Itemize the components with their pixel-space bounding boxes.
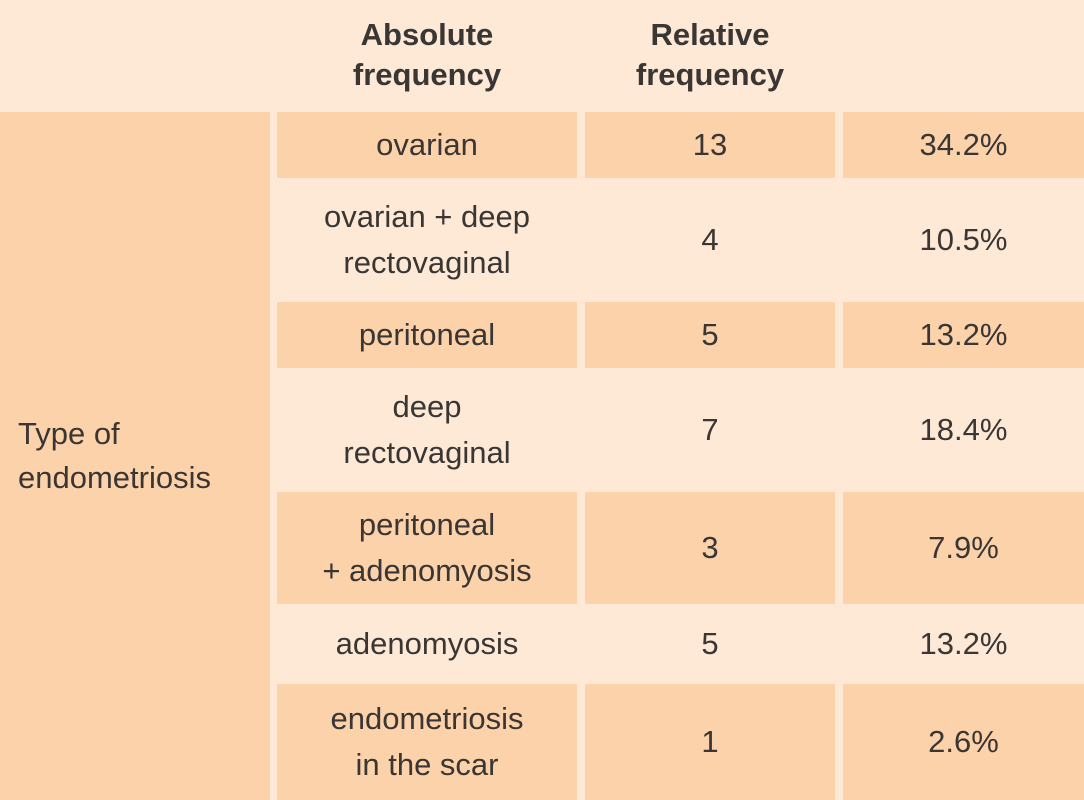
- type-cell-endometriosis-in-scar: endometriosis in the scar: [277, 684, 577, 800]
- absolute-cell: 4: [585, 178, 835, 302]
- type-cell-peritoneal: peritoneal: [277, 302, 577, 368]
- type-label: peritoneal: [358, 317, 496, 352]
- relative-value: 2.6%: [928, 724, 999, 759]
- type-cell-ovarian: ovarian: [277, 112, 577, 178]
- absolute-cell: 3: [585, 492, 835, 604]
- header-absolute-frequency: Absolute frequency: [277, 8, 577, 102]
- absolute-cell: 7: [585, 368, 835, 492]
- type-label-line2: rectovaginal: [343, 245, 511, 280]
- absolute-value: 1: [701, 724, 719, 759]
- relative-value: 13.2%: [919, 626, 1008, 661]
- row-group-label: Type of endometriosis: [0, 112, 270, 800]
- type-cell-peritoneal-adenomyosis: peritoneal + adenomyosis: [277, 492, 577, 604]
- type-cell-deep-rectovaginal: deep rectovaginal: [277, 368, 577, 492]
- relative-cell: 10.5%: [843, 178, 1084, 302]
- type-label: ovarian: [376, 127, 478, 162]
- relative-cell: 34.2%: [843, 112, 1084, 178]
- header-relative-line1: Relative: [650, 17, 770, 52]
- absolute-value: 13: [692, 127, 728, 162]
- type-label-line2: in the scar: [355, 747, 499, 782]
- type-cell-adenomyosis: adenomyosis: [277, 604, 577, 684]
- absolute-cell: 13: [585, 112, 835, 178]
- type-label-line1: deep: [392, 389, 462, 424]
- row-group-label-line2: endometriosis: [18, 460, 211, 495]
- relative-value: 18.4%: [919, 412, 1008, 447]
- row-group-label-line1: Type of: [18, 416, 120, 451]
- relative-cell: 13.2%: [843, 302, 1084, 368]
- relative-cell: 2.6%: [843, 684, 1084, 800]
- type-label: adenomyosis: [335, 626, 519, 661]
- relative-cell: 18.4%: [843, 368, 1084, 492]
- absolute-cell: 5: [585, 604, 835, 684]
- type-label-line1: ovarian + deep: [324, 199, 530, 234]
- relative-cell: 7.9%: [843, 492, 1084, 604]
- absolute-value: 7: [701, 412, 719, 447]
- absolute-cell: 1: [585, 684, 835, 800]
- absolute-value: 5: [701, 317, 719, 352]
- absolute-value: 3: [701, 530, 719, 565]
- type-label-line1: peritoneal: [358, 507, 496, 542]
- relative-cell: 13.2%: [843, 604, 1084, 684]
- type-label-line2: rectovaginal: [343, 435, 511, 470]
- relative-value: 34.2%: [919, 127, 1008, 162]
- type-cell-ovarian-deep-rectovaginal: ovarian + deep rectovaginal: [277, 178, 577, 302]
- relative-value: 7.9%: [928, 530, 999, 565]
- absolute-value: 4: [701, 222, 719, 257]
- header-relative-frequency: Relative frequency: [585, 8, 835, 102]
- header-absolute-line2: frequency: [352, 57, 502, 92]
- type-label-line1: endometriosis: [330, 701, 524, 736]
- relative-value: 13.2%: [919, 317, 1008, 352]
- header-absolute-line1: Absolute: [360, 17, 494, 52]
- type-label-line2: + adenomyosis: [322, 553, 532, 588]
- relative-value: 10.5%: [919, 222, 1008, 257]
- absolute-value: 5: [701, 626, 719, 661]
- header-relative-line2: frequency: [635, 57, 785, 92]
- absolute-cell: 5: [585, 302, 835, 368]
